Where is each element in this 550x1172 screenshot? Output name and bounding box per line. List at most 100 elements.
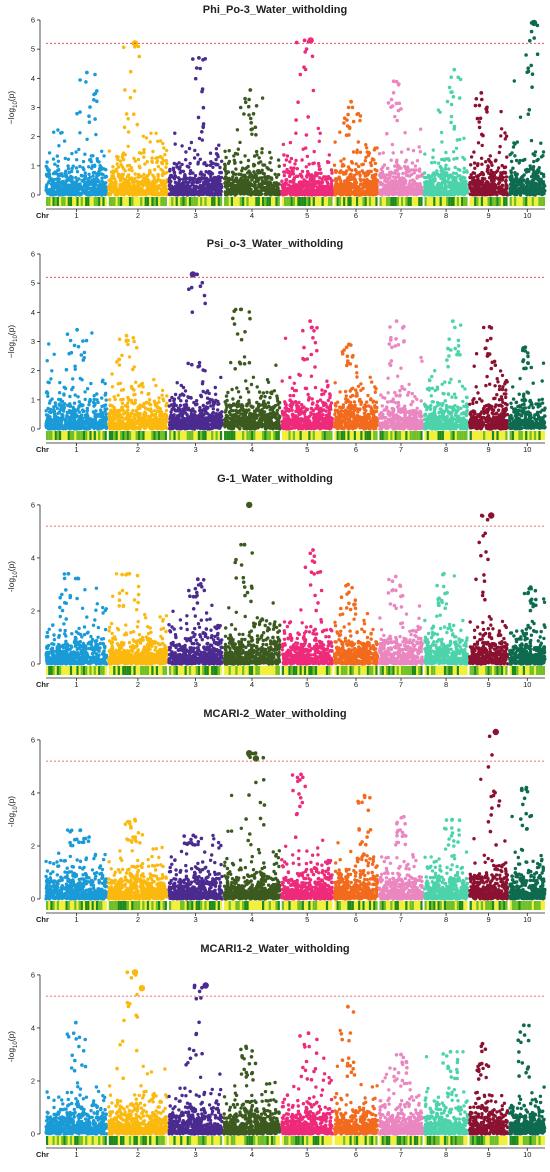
snp-point bbox=[447, 159, 450, 162]
snp-point bbox=[322, 175, 325, 178]
snp-point bbox=[424, 191, 427, 194]
snp-point bbox=[54, 401, 57, 404]
snp-point bbox=[64, 418, 67, 421]
snp-point bbox=[99, 184, 102, 187]
snp-point bbox=[181, 178, 184, 181]
density-bin bbox=[278, 197, 280, 206]
snp-point bbox=[371, 188, 374, 191]
snp-point bbox=[374, 162, 377, 165]
snp-point bbox=[342, 157, 345, 160]
snp-point bbox=[473, 161, 476, 164]
snp-point bbox=[224, 156, 227, 159]
density-bin bbox=[499, 197, 501, 206]
snp-point bbox=[437, 186, 440, 189]
snp-point bbox=[53, 353, 56, 356]
snp-point bbox=[460, 187, 463, 190]
snp-point bbox=[110, 184, 113, 187]
snp-point bbox=[380, 168, 383, 171]
snp-point bbox=[502, 176, 505, 179]
chr-2-points bbox=[107, 334, 168, 431]
snp-point bbox=[355, 162, 358, 165]
snp-point bbox=[494, 184, 497, 187]
snp-point bbox=[73, 365, 77, 369]
snp-point bbox=[138, 151, 141, 154]
snp-point bbox=[188, 180, 191, 183]
snp-point bbox=[261, 182, 264, 185]
density-bin bbox=[418, 197, 420, 206]
snp-point bbox=[165, 394, 168, 397]
snp-point bbox=[187, 165, 190, 168]
snp-point bbox=[68, 423, 71, 426]
snp-point bbox=[528, 108, 532, 112]
snp-point bbox=[251, 175, 254, 178]
snp-point bbox=[254, 189, 257, 192]
snp-point bbox=[146, 192, 149, 195]
y-tick-label: 4 bbox=[31, 308, 35, 317]
snp-point bbox=[504, 179, 507, 182]
snp-point bbox=[146, 174, 149, 177]
snp-point bbox=[104, 412, 107, 415]
snp-point bbox=[227, 162, 230, 165]
snp-point bbox=[67, 352, 71, 356]
density-bin bbox=[68, 197, 70, 206]
snp-point bbox=[132, 112, 136, 116]
snp-point bbox=[451, 175, 454, 178]
snp-point bbox=[142, 155, 145, 158]
snp-point bbox=[385, 173, 388, 176]
density-bin bbox=[481, 197, 483, 206]
snp-point bbox=[235, 176, 238, 179]
snp-point bbox=[273, 190, 276, 193]
snp-point bbox=[274, 173, 277, 176]
snp-point bbox=[160, 161, 163, 164]
density-bin bbox=[496, 197, 498, 206]
snp-point bbox=[505, 155, 508, 158]
snp-point bbox=[288, 160, 291, 163]
snp-point bbox=[283, 164, 286, 167]
chromosome-label: 3 bbox=[194, 211, 198, 220]
snp-point bbox=[89, 382, 92, 385]
snp-point bbox=[313, 150, 316, 153]
snp-point bbox=[388, 175, 391, 178]
snp-point bbox=[404, 180, 407, 183]
snp-point bbox=[255, 175, 258, 178]
snp-point bbox=[356, 193, 359, 196]
snp-point bbox=[233, 159, 236, 162]
snp-point bbox=[252, 163, 255, 166]
snp-point bbox=[362, 171, 365, 174]
snp-point bbox=[449, 75, 453, 79]
snp-point bbox=[306, 170, 309, 173]
snp-point bbox=[61, 174, 64, 177]
snp-point bbox=[330, 171, 333, 174]
density-bin bbox=[231, 197, 233, 206]
snp-point bbox=[45, 409, 48, 412]
snp-point bbox=[419, 150, 422, 153]
density-bin bbox=[109, 197, 111, 206]
snp-point bbox=[351, 106, 355, 110]
snp-point bbox=[117, 172, 120, 175]
snp-point bbox=[333, 178, 336, 181]
snp-point bbox=[159, 139, 162, 142]
snp-point bbox=[107, 193, 110, 196]
snp-point bbox=[95, 100, 99, 104]
snp-point bbox=[510, 182, 513, 185]
snp-point bbox=[215, 147, 218, 150]
snp-point bbox=[193, 156, 196, 159]
snp-point bbox=[49, 411, 52, 414]
snp-point bbox=[499, 110, 502, 113]
snp-point bbox=[367, 154, 370, 157]
density-bin bbox=[523, 197, 525, 206]
snp-point bbox=[96, 401, 99, 404]
density-bin bbox=[211, 197, 213, 206]
snp-point bbox=[250, 133, 253, 136]
density-bin bbox=[163, 197, 165, 206]
snp-point bbox=[68, 405, 71, 408]
snp-point bbox=[329, 193, 332, 196]
snp-point bbox=[239, 161, 242, 164]
snp-point bbox=[111, 165, 114, 168]
snp-point bbox=[84, 421, 87, 424]
density-bin bbox=[343, 197, 345, 206]
snp-point bbox=[62, 183, 65, 186]
snp-point bbox=[472, 176, 475, 179]
snp-point bbox=[358, 119, 361, 122]
